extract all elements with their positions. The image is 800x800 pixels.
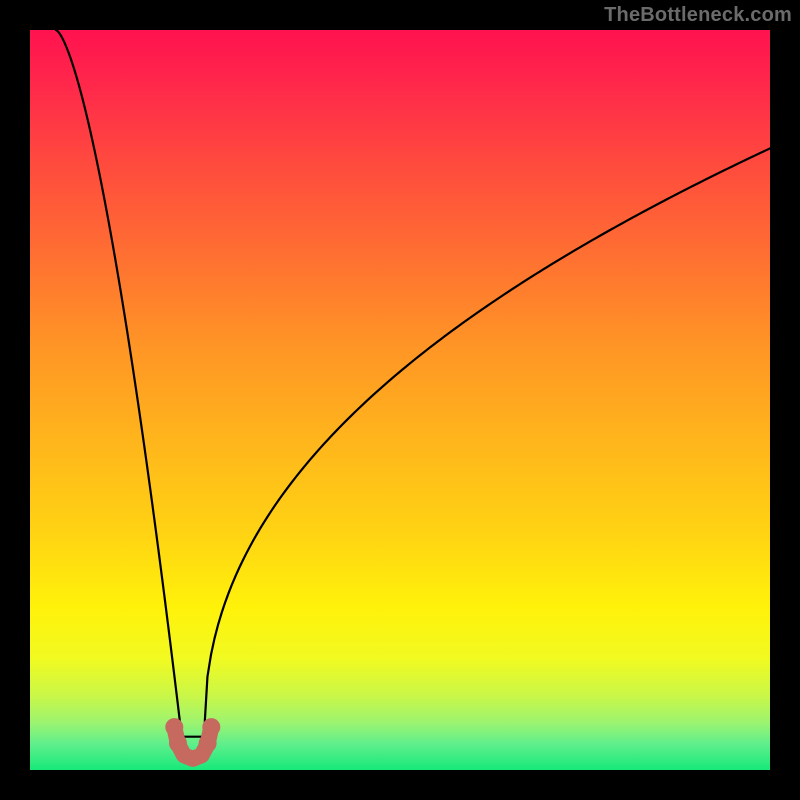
bottleneck-curve-chart — [30, 30, 770, 770]
minimum-dot — [165, 718, 183, 736]
plot-area — [30, 30, 770, 770]
outer-frame: TheBottleneck.com — [0, 0, 800, 800]
gradient-background — [30, 30, 770, 770]
minimum-dot — [199, 734, 217, 752]
watermark-text: TheBottleneck.com — [604, 4, 792, 27]
minimum-dot — [169, 734, 187, 752]
minimum-dot — [202, 718, 220, 736]
